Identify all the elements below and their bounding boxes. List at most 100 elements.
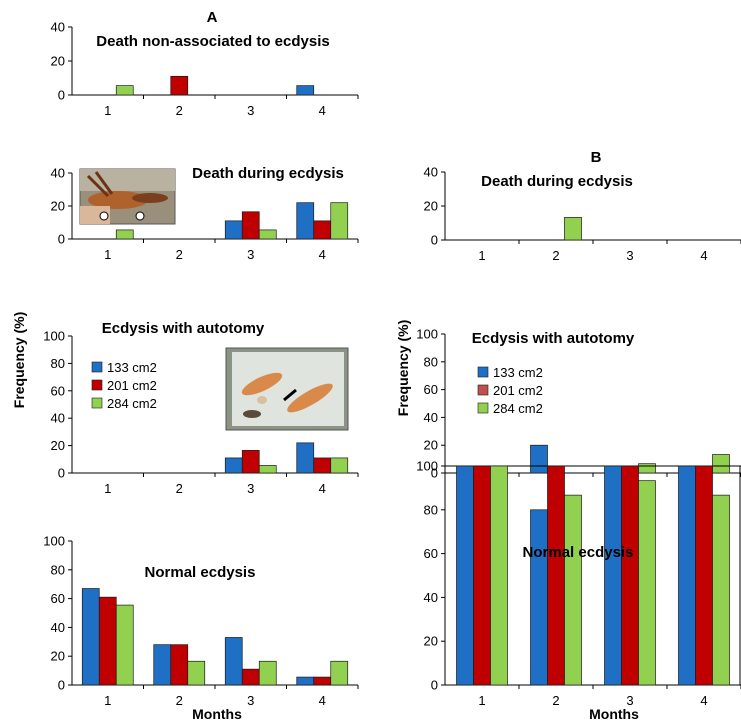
y-tick-label: 100	[43, 329, 65, 344]
chart-a4: 0 20 40 60 80 100 1 2 3 4 Normal ecdysis	[43, 534, 359, 708]
y-tick-label: 60	[424, 382, 438, 397]
y-tick-label: 20	[424, 199, 438, 214]
y-tick-label: 40	[51, 411, 65, 426]
bar-284-cm2-month-1	[115, 229, 134, 240]
x-tick-label: 2	[176, 247, 183, 262]
legend-label-284: 284 cm2	[107, 396, 157, 411]
bar-201-cm2-month-3	[621, 465, 639, 686]
x-tick-label: 4	[319, 247, 326, 262]
x-tick-label: 2	[176, 103, 183, 118]
y-tick-label: 0	[58, 88, 65, 103]
bar-201-cm2-month-4	[313, 676, 332, 686]
bar-284-cm2-month-1	[115, 604, 134, 686]
bar-201-cm2-month-1	[98, 596, 117, 686]
chart-title: Death during ecdysis	[481, 173, 633, 190]
legend-b-swatch-133	[477, 366, 489, 378]
legend-b-swatch-201	[477, 384, 489, 396]
bar-284-cm2-month-1	[490, 465, 508, 686]
x-tick-label: 3	[626, 248, 633, 263]
panel-label-b: B	[591, 149, 602, 166]
bar-284-cm2-month-4	[712, 454, 730, 474]
chart-title: Normal ecdysis	[523, 544, 634, 561]
y-tick-label: 60	[424, 546, 438, 561]
y-tick-label: 40	[51, 166, 65, 181]
bar-133-cm2-month-1	[456, 465, 474, 686]
bar-201-cm2-month-2	[547, 465, 565, 686]
shrimp-molting-photo	[79, 168, 176, 225]
x-axis-label-a: Months	[192, 706, 242, 722]
y-tick-label: 40	[51, 20, 65, 35]
x-tick-label: 1	[104, 693, 111, 708]
bar-201-cm2-month-3	[241, 668, 260, 686]
bar-133-cm2-month-2	[530, 444, 548, 474]
y-axis-label-b: Frequency (%)	[395, 320, 411, 416]
y-tick-label: 100	[43, 534, 65, 549]
y-tick-label: 0	[431, 678, 438, 693]
legend-swatch-284	[91, 397, 103, 409]
y-tick-label: 40	[424, 590, 438, 605]
bar-201-cm2-month-2	[170, 75, 189, 96]
legend-b: 133 cm2 201 cm2 284 cm2	[477, 365, 543, 416]
shrimp-autotomy-photo	[225, 347, 349, 431]
bar-201-cm2-month-4	[313, 220, 332, 240]
y-tick-label: 20	[51, 199, 65, 214]
y-tick-label: 80	[51, 356, 65, 371]
legend-label-201: 201 cm2	[107, 378, 157, 393]
bar-133-cm2-month-2	[530, 509, 548, 686]
x-tick-label: 1	[478, 248, 485, 263]
y-tick-label: 100	[416, 459, 438, 474]
x-tick-label: 1	[104, 103, 111, 118]
x-tick-label: 2	[552, 693, 559, 708]
bar-284-cm2-month-2	[564, 217, 582, 241]
y-tick-label: 60	[51, 383, 65, 398]
x-tick-label: 3	[247, 247, 254, 262]
x-tick-label: 3	[626, 693, 633, 708]
legend-b-label-284: 284 cm2	[493, 401, 543, 416]
bar-201-cm2-month-4	[695, 465, 713, 686]
bar-201-cm2-month-2	[170, 644, 189, 686]
bar-284-cm2-month-4	[330, 202, 349, 240]
chart-a1: 0 20 40 1 2 3 4 Death non-associated to ecdysis	[51, 20, 359, 118]
x-tick-label: 3	[247, 103, 254, 118]
y-tick-label: 40	[424, 410, 438, 425]
x-tick-label: 4	[319, 481, 326, 496]
y-tick-label: 20	[424, 438, 438, 453]
x-tick-label: 3	[247, 481, 254, 496]
y-tick-label: 100	[416, 327, 438, 342]
bar-133-cm2-month-4	[296, 85, 315, 96]
y-tick-label: 20	[424, 634, 438, 649]
bar-284-cm2-month-3	[638, 480, 656, 686]
chart-a2: 0 20 40 1 2 3 4 Death during ecdysis	[51, 165, 359, 262]
x-tick-label: 4	[700, 248, 707, 263]
y-tick-label: 0	[58, 678, 65, 693]
bar-284-cm2-month-1	[115, 85, 134, 96]
y-tick-label: 40	[424, 165, 438, 180]
chart-a3: 0 20 40 60 80 100 1 2 3 4 Ecdysis with autotomy	[43, 320, 359, 496]
chart-title: Ecdysis with autotomy	[102, 320, 265, 337]
bar-284-cm2-month-3	[258, 229, 277, 240]
bar-201-cm2-month-1	[473, 465, 491, 686]
y-tick-label: 80	[51, 562, 65, 577]
y-tick-label: 80	[424, 354, 438, 369]
bar-133-cm2-month-2	[153, 644, 172, 686]
bar-133-cm2-month-4	[296, 676, 315, 686]
bar-133-cm2-month-3	[224, 637, 243, 686]
y-tick-label: 0	[58, 232, 65, 247]
chart-title: Death non-associated to ecdysis	[96, 33, 329, 50]
chart-title: Ecdysis with autotomy	[472, 330, 635, 347]
x-tick-label: 2	[176, 693, 183, 708]
y-tick-label: 0	[58, 466, 65, 481]
bar-133-cm2-month-3	[224, 220, 243, 240]
y-tick-label: 20	[51, 649, 65, 664]
x-tick-label: 2	[176, 481, 183, 496]
legend-swatch-133	[91, 361, 103, 373]
x-axis-label-b: Months	[589, 706, 639, 722]
x-tick-label: 4	[700, 693, 707, 708]
y-tick-label: 0	[431, 233, 438, 248]
bar-284-cm2-month-2	[187, 660, 206, 686]
x-tick-label: 2	[552, 248, 559, 263]
bar-201-cm2-month-3	[241, 211, 260, 240]
legend-a: 133 cm2 201 cm2 284 cm2	[91, 360, 157, 411]
y-tick-label: 40	[51, 620, 65, 635]
